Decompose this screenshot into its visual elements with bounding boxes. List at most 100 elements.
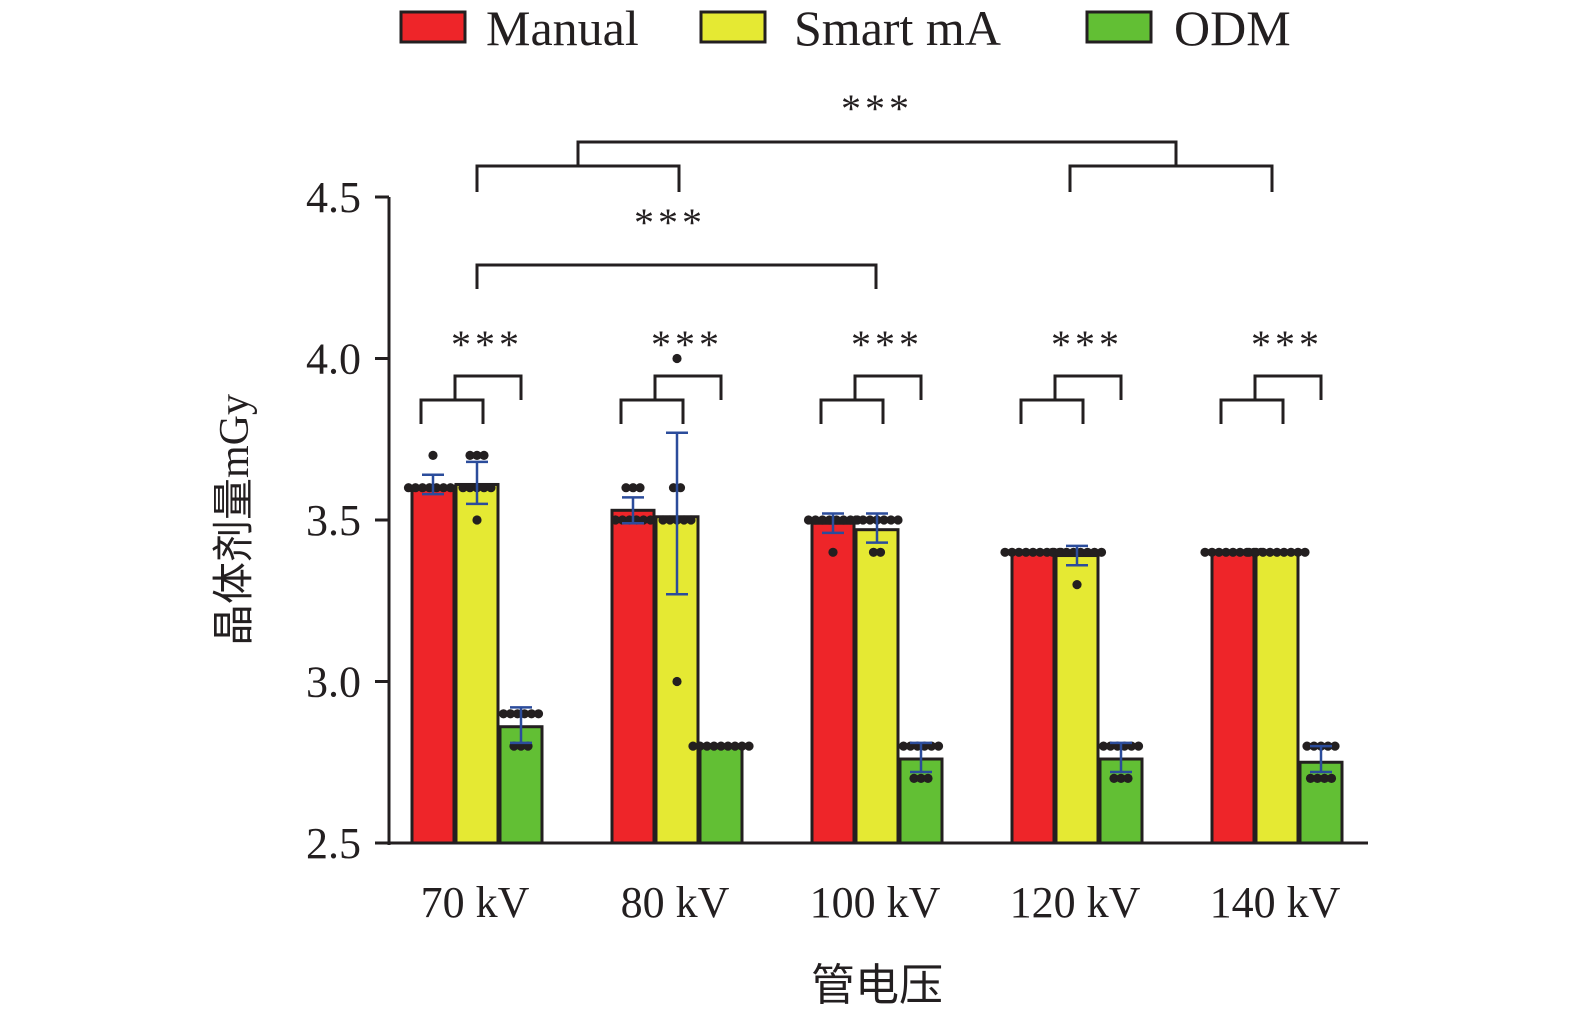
data-point [1021, 547, 1031, 557]
data-point [479, 483, 489, 493]
data-point [1300, 547, 1310, 557]
significance-stars-mid: *** [634, 200, 706, 245]
data-point [1293, 547, 1303, 557]
data-point [688, 741, 698, 751]
x-tick-label: 70 kV [421, 878, 530, 927]
bracket-pair-vs-odm [1053, 374, 1123, 400]
bracket-manual-vs-smart [1019, 398, 1085, 424]
data-point [498, 709, 509, 719]
significance-annotations: *** *** *** *** *** *** *** [419, 86, 1323, 424]
data-point [1235, 547, 1245, 557]
data-point [1007, 547, 1017, 557]
y-tick-label: 4.0 [306, 335, 361, 384]
bracket-pair-vs-odm [653, 374, 723, 400]
data-point [865, 515, 875, 525]
significance-stars: *** [651, 322, 723, 367]
bar-odm [1298, 760, 1344, 845]
bar-smart-ma [1254, 550, 1300, 845]
data-point [1200, 547, 1210, 557]
bar-smart-ma [454, 482, 500, 845]
data-point [923, 773, 933, 784]
data-point [403, 483, 414, 493]
data-point [1228, 547, 1238, 557]
data-point [737, 741, 747, 751]
data-point [672, 353, 682, 364]
data-point [1047, 547, 1058, 557]
data-point [679, 515, 689, 525]
data-point [709, 741, 719, 751]
bracket-manual-vs-smart [819, 398, 885, 424]
bar-manual [1210, 550, 1256, 845]
bar-smart-ma [1054, 554, 1100, 845]
data-point [1000, 547, 1010, 557]
y-tick-label: 3.5 [306, 496, 361, 545]
data-point [665, 515, 675, 525]
data-point [1305, 773, 1316, 784]
data-point [868, 547, 879, 557]
significance-stars-top: *** [841, 86, 913, 131]
data-point [1330, 741, 1340, 751]
data-point [686, 515, 696, 525]
data-point [1061, 547, 1072, 557]
legend-label: Smart mA [794, 0, 1001, 56]
legend-label: Manual [486, 0, 639, 56]
bracket-manual-vs-smart [619, 398, 685, 424]
data-point [472, 515, 482, 525]
bar-manual [810, 521, 856, 845]
data-point [479, 450, 489, 460]
data-point [893, 515, 903, 525]
bracket-pair-vs-odm [853, 374, 923, 400]
data-point [744, 741, 754, 751]
data-point [1098, 741, 1109, 751]
data-point [858, 515, 868, 525]
data-point [879, 515, 889, 525]
data-point [410, 483, 421, 493]
data-point [1319, 773, 1330, 784]
legend: Manual Smart mA ODM [399, 0, 1291, 56]
data-point [817, 515, 828, 525]
significance-stars: *** [451, 322, 523, 367]
data-point [1286, 547, 1296, 557]
data-point [933, 741, 944, 751]
bar-manual [610, 508, 656, 845]
bars [403, 353, 1344, 845]
bracket-top-cross [576, 140, 1178, 166]
bar-odm [698, 744, 744, 845]
data-point [472, 450, 482, 460]
data-point [1089, 547, 1100, 557]
axes: 2.5 3.0 3.5 4.0 4.5 70 kV 80 kV 100 kV 120 kV 140… [306, 173, 1368, 927]
bracket-120kv-vs-140kv [1068, 164, 1274, 192]
data-point [828, 547, 838, 557]
data-point [1258, 547, 1268, 557]
data-point [428, 450, 438, 460]
bracket-70kv-vs-100kv [475, 263, 878, 289]
bracket-manual-vs-smart [1219, 398, 1285, 424]
legend-swatch [1085, 10, 1153, 44]
bar-odm [898, 757, 944, 845]
data-point [1221, 547, 1231, 557]
data-point [1326, 773, 1337, 784]
data-point [1123, 773, 1133, 784]
data-point [417, 483, 428, 493]
bar-smart-ma [854, 528, 900, 845]
data-point [1054, 547, 1065, 557]
legend-swatch [399, 10, 467, 44]
data-point [628, 483, 638, 493]
data-point [886, 515, 896, 525]
data-point [695, 741, 705, 751]
data-point [1272, 547, 1282, 557]
data-point [635, 483, 645, 493]
data-point [1109, 773, 1119, 784]
x-tick-label: 80 kV [621, 878, 730, 927]
data-point [486, 483, 496, 493]
bracket-pair-vs-odm [1253, 374, 1323, 400]
bracket-manual-vs-smart [419, 398, 485, 424]
data-point [1096, 547, 1107, 557]
data-point [1302, 741, 1312, 751]
data-point [810, 515, 821, 525]
data-point [1312, 773, 1323, 784]
data-point [1279, 547, 1289, 557]
data-point [658, 515, 668, 525]
data-point [716, 741, 726, 751]
data-point [1116, 773, 1126, 784]
